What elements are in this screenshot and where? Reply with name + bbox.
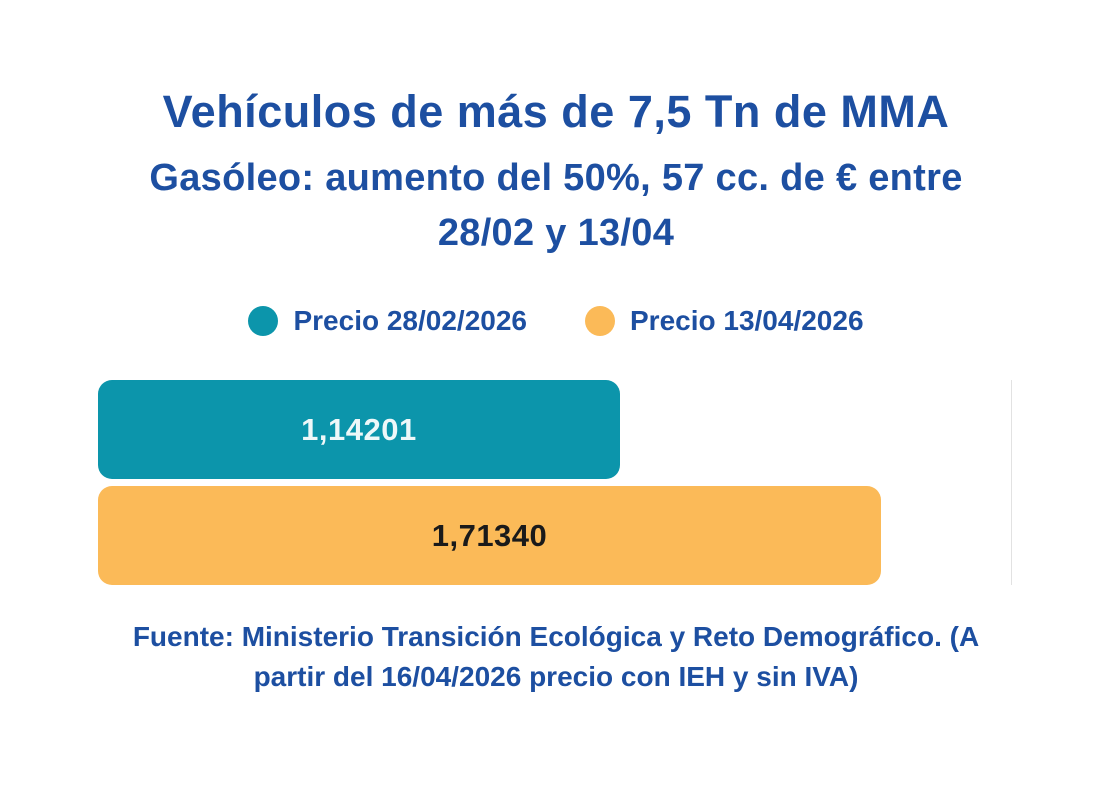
chart-subtitle-line1: Gasóleo: aumento del 50%, 57 cc. de € en… <box>149 157 963 200</box>
legend-item-precio-28-02-2026: Precio 28/02/2026 <box>248 305 527 337</box>
chart-subtitle-line2: 28/02 y 13/04 <box>437 212 675 255</box>
bar-value-label-precio-13-04-2026: 1,71340 <box>431 517 548 553</box>
legend-item-precio-13-04-2026: Precio 13/04/2026 <box>585 305 864 337</box>
source-note: Fuente: Ministerio Transición Ecológica … <box>0 617 1112 697</box>
source-note-line2: partir del 16/04/2026 precio con IEH y s… <box>253 661 859 693</box>
legend-label-precio-28-02-2026: Precio 28/02/2026 <box>293 305 527 337</box>
plot-area: 1,14201 1,71340 <box>98 380 1012 586</box>
legend-dot-orange-icon <box>585 306 615 337</box>
chart-subtitle: Gasóleo: aumento del 50%, 57 cc. de € en… <box>0 151 1112 261</box>
legend-label-precio-13-04-2026: Precio 13/04/2026 <box>630 305 864 337</box>
legend: Precio 28/02/2026 Precio 13/04/2026 <box>0 305 1112 337</box>
source-note-line1: Fuente: Ministerio Transición Ecológica … <box>132 621 980 653</box>
chart-title: Vehículos de más de 7,5 Tn de MMA <box>162 86 950 137</box>
axis-gridline-right <box>1011 380 1012 586</box>
legend-dot-teal-icon <box>248 306 279 337</box>
bar-precio-13-04-2026: 1,71340 <box>98 486 882 586</box>
bar-value-label-precio-28-02-2026: 1,14201 <box>301 411 417 447</box>
bar-precio-28-02-2026: 1,14201 <box>98 380 620 480</box>
